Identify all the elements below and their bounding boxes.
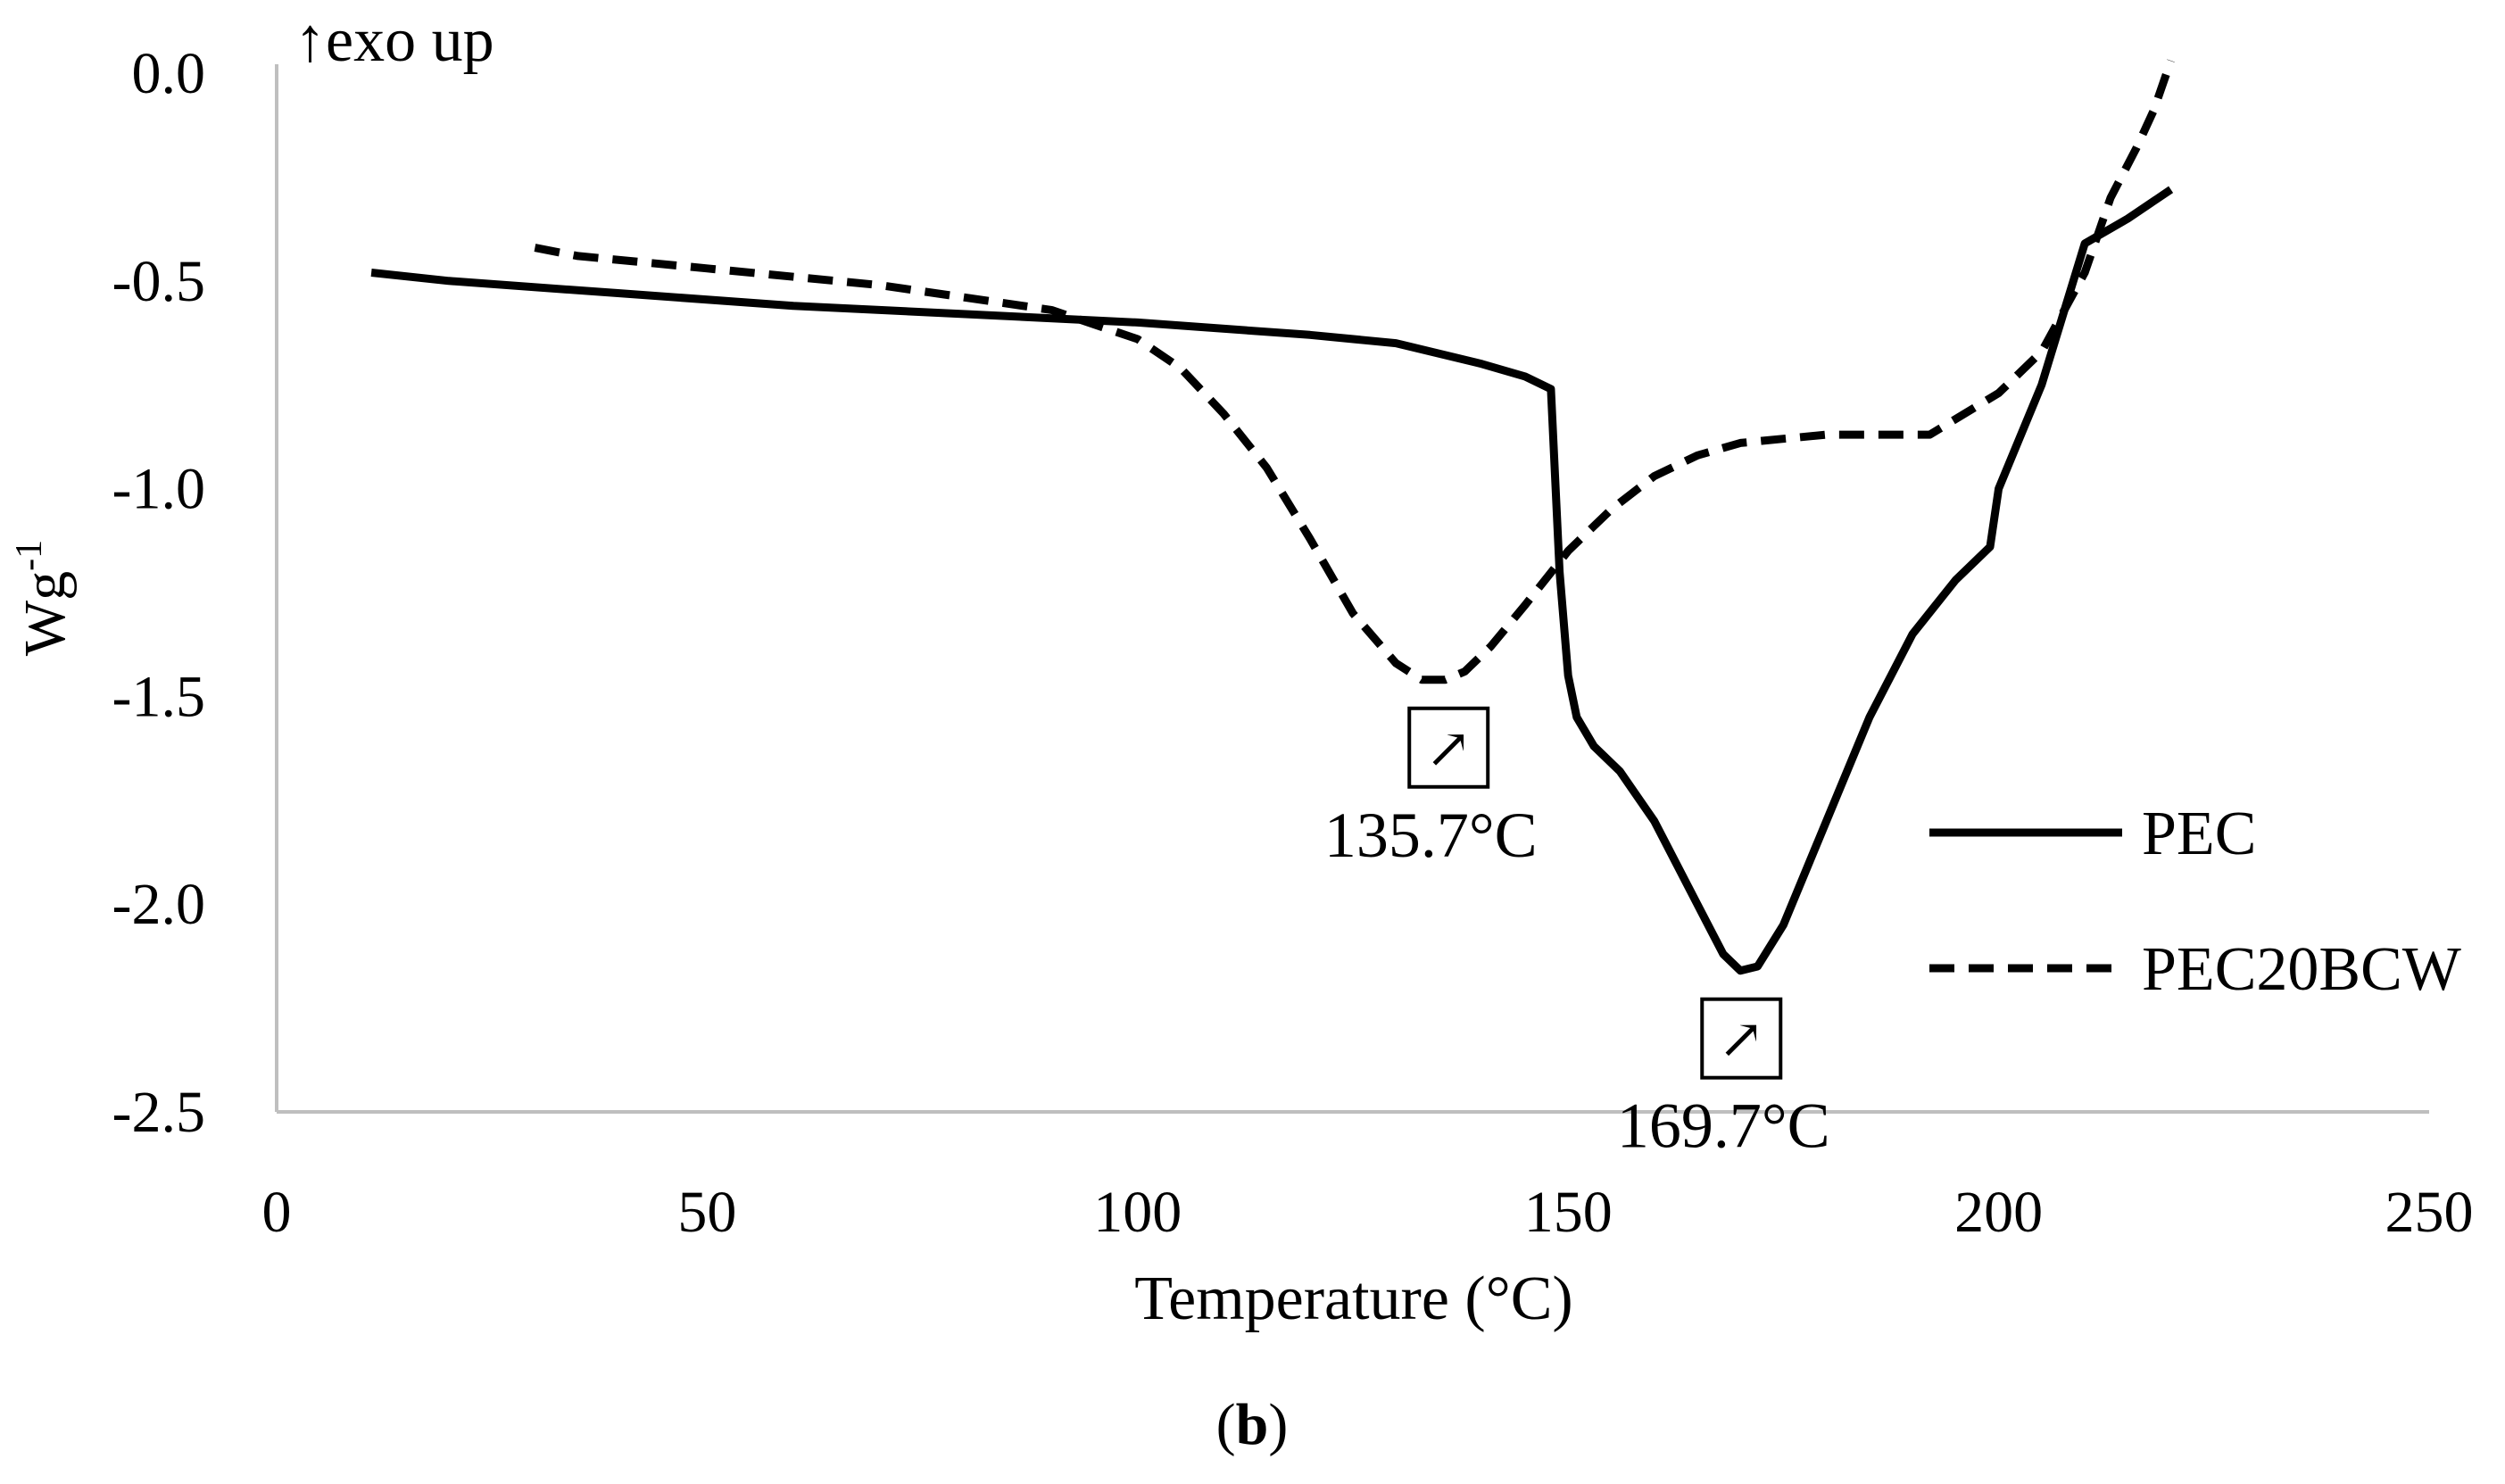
legend: PEC PEC20BCW [1929, 800, 2461, 1004]
tick-labels: 0 50 100 150 200 250 0.0 -0.5 -1.0 -1.5 -2.0 -2.5 [112, 41, 2474, 1245]
x-tick-label: 0 [262, 1180, 292, 1245]
y-axis-label-base: Wg [12, 571, 78, 656]
series-line-pec [370, 186, 2174, 975]
x-tick-label: 250 [2385, 1180, 2474, 1245]
y-tick-label: -0.5 [112, 249, 205, 314]
panel-label: (b) [1216, 1392, 1289, 1457]
series-line-pec20bcw [534, 59, 2175, 684]
y-tick-label: 0.0 [132, 41, 206, 106]
annotation-label: 169.7°C [1617, 1090, 1830, 1162]
x-tick-label: 50 [677, 1180, 736, 1245]
panel-label-open: ( [1216, 1392, 1236, 1457]
y-axis-label-sup: -1 [9, 540, 50, 571]
annotations: ↗ 135.7°C ↗ 169.7°C [1324, 706, 1830, 1162]
panel-label-letter: b [1236, 1392, 1269, 1457]
annotation-arrow-icon: ↗ [1718, 1010, 1764, 1071]
annotation-label: 135.7°C [1324, 800, 1538, 871]
x-tick-label: 150 [1524, 1180, 1613, 1245]
axes [275, 64, 2429, 1114]
y-tick-label: -2.5 [112, 1080, 205, 1145]
y-axis-label: Wg-1 [9, 540, 78, 656]
legend-label: PEC20BCW [2142, 935, 2461, 1004]
series-lines [370, 59, 2175, 975]
annotation-box [1700, 997, 1783, 1080]
y-tick-label: -1.5 [112, 664, 205, 729]
x-axis-label: Temperature (°C) [1134, 1264, 1572, 1333]
legend-label: PEC [2142, 800, 2256, 868]
x-tick-label: 100 [1093, 1180, 1182, 1245]
x-tick-label: 200 [1954, 1180, 2043, 1245]
annotation-arrow-icon: ↗ [1425, 719, 1472, 780]
y-tick-label: -1.0 [112, 457, 205, 522]
y-tick-label: -2.0 [112, 872, 205, 937]
annotation-box [1407, 706, 1490, 789]
exo-up-label: ↑exo up [294, 6, 494, 75]
panel-label-close: ) [1268, 1392, 1288, 1457]
